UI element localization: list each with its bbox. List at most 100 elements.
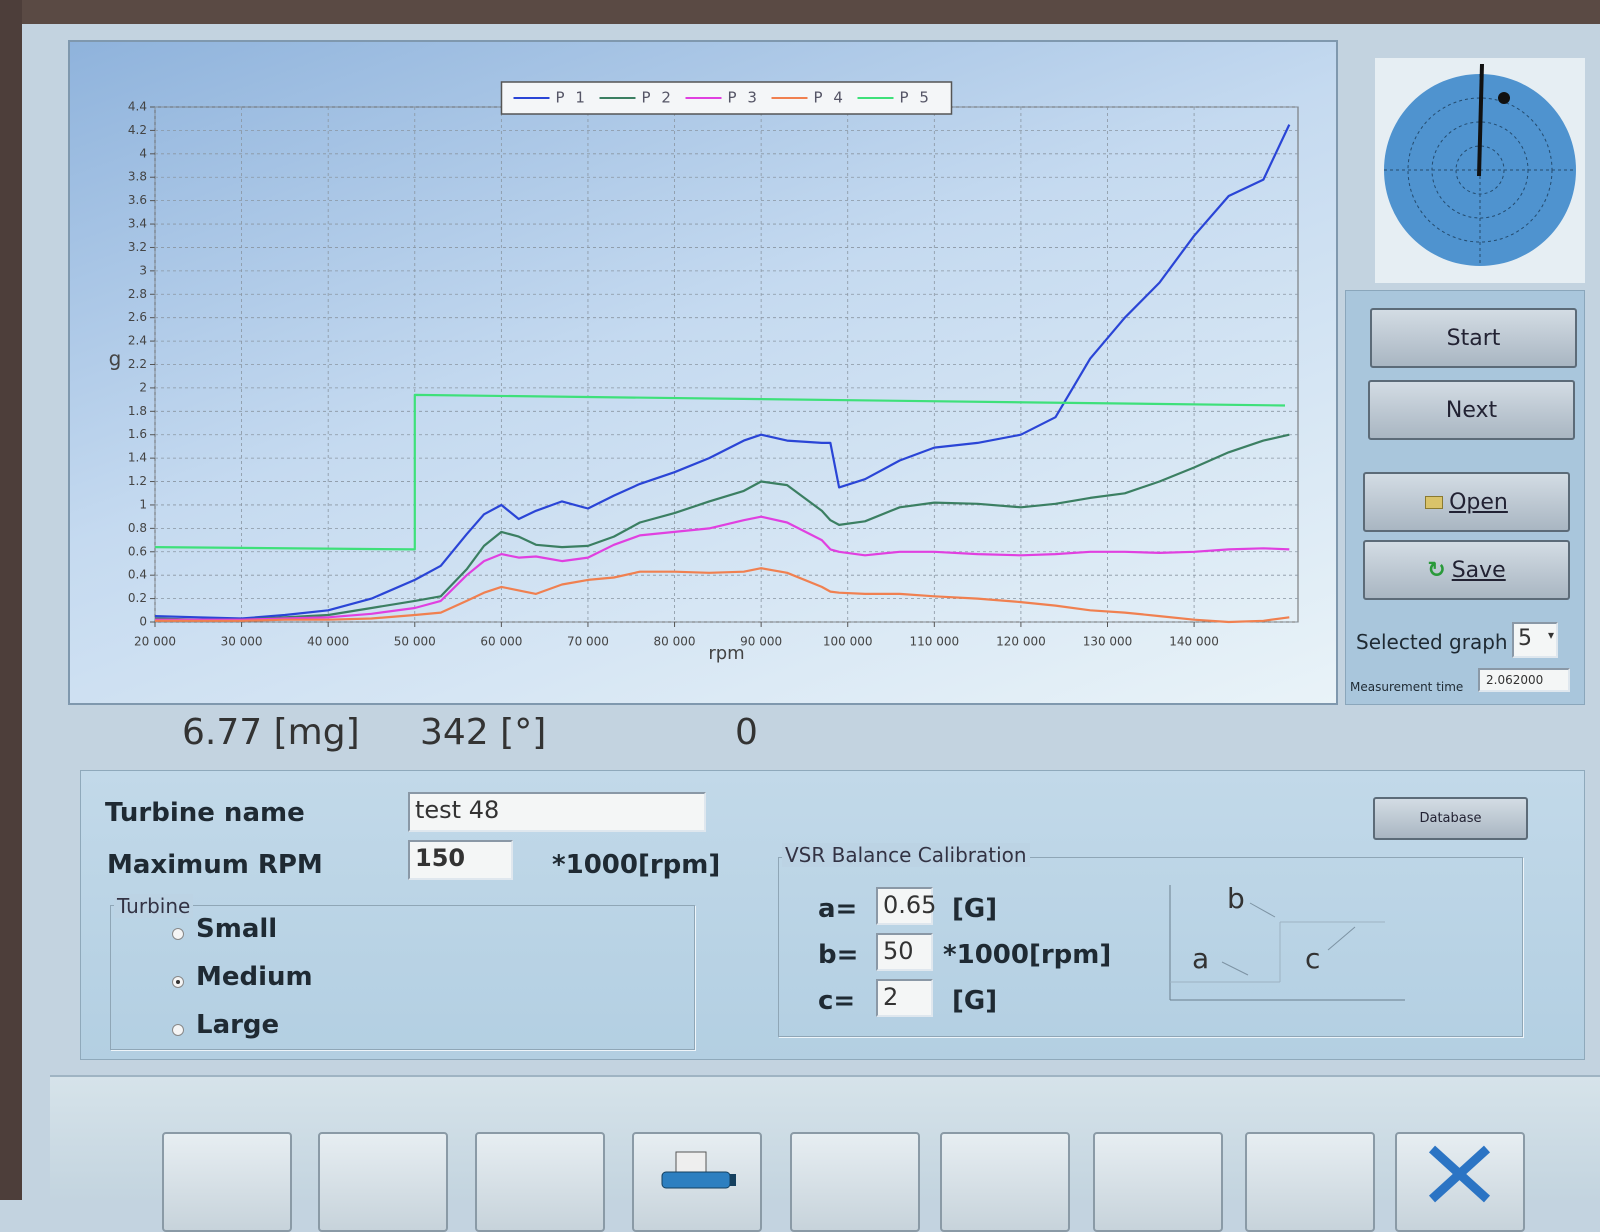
close-icon: [1428, 1145, 1491, 1203]
calibration-diagram: b a c: [1169, 882, 1405, 1001]
open-button[interactable]: Open: [1363, 472, 1570, 532]
y-tick-label: 2.6: [128, 310, 147, 324]
folder-icon: [1425, 495, 1444, 509]
y-tick-label: 1.2: [128, 474, 147, 488]
toolbar-button[interactable]: [475, 1132, 605, 1232]
radio-button[interactable]: [172, 928, 184, 940]
calibration-unit: *1000[rpm]: [943, 940, 1112, 970]
bezel: [0, 0, 22, 1200]
printer-icon: [661, 1151, 736, 1189]
y-tick-label: 1: [139, 497, 147, 511]
series-line: [154, 124, 1291, 620]
y-tick-label: 0.4: [128, 568, 147, 582]
calibration-field[interactable]: 50: [876, 933, 933, 971]
radar: [1384, 63, 1576, 266]
save-icon: ↻: [1427, 557, 1446, 583]
y-tick-label: 1.8: [128, 404, 147, 418]
y-tick-label: 3.8: [128, 170, 147, 184]
y-tick-label: 3.6: [128, 193, 147, 207]
angle-readout: 342 [°]: [420, 712, 547, 753]
legend-label: P 3: [728, 89, 760, 107]
series-line: [155, 567, 1290, 624]
toolbar-button[interactable]: [1245, 1132, 1375, 1232]
calibration-unit: [G]: [952, 986, 998, 1016]
turbine-group-label: Turbine: [114, 894, 194, 918]
selected-graph-value: 5: [1518, 626, 1532, 651]
toolbar-button[interactable]: [940, 1132, 1070, 1232]
diagram-arrow: [1221, 961, 1249, 976]
calibration-label: a=: [818, 894, 858, 924]
x-axis-label: rpm: [708, 643, 744, 664]
x-tick-label: 50 000: [394, 635, 436, 649]
database-button[interactable]: Database: [1373, 797, 1528, 840]
y-tick-label: 0.6: [128, 544, 147, 558]
bezel: [0, 0, 1600, 24]
save-label: Save: [1451, 557, 1506, 583]
toolbar-button[interactable]: [790, 1132, 920, 1232]
turbine-group: [110, 905, 695, 1050]
calibration-unit: [G]: [952, 894, 998, 924]
y-tick-label: 4.2: [128, 123, 147, 137]
max-rpm-field[interactable]: 150: [408, 840, 513, 880]
y-tick-label: 4: [139, 146, 147, 160]
toolbar-button[interactable]: [1093, 1132, 1223, 1232]
y-tick-label: 3.4: [128, 217, 147, 231]
y-tick-label: 3: [139, 263, 147, 277]
y-tick-label: 2.4: [128, 334, 147, 348]
radio-button[interactable]: [172, 976, 184, 988]
legend-label: P 2: [642, 89, 674, 107]
open-label: Open: [1449, 489, 1508, 515]
y-tick-label: 2: [139, 380, 147, 394]
calibration-field[interactable]: 2: [876, 979, 933, 1017]
x-tick-label: 110 000: [910, 635, 960, 649]
radio-label: Medium: [196, 962, 313, 992]
calibration-label: b=: [818, 940, 859, 970]
y-tick-label: 2.2: [128, 357, 147, 371]
radar-dot: [1498, 92, 1510, 104]
radio-button[interactable]: [172, 1024, 184, 1036]
form-panel: [80, 770, 1585, 1060]
toolbar-button[interactable]: [318, 1132, 448, 1232]
next-button[interactable]: Next: [1368, 380, 1575, 440]
status-readout: 0: [735, 712, 758, 753]
y-tick-label: 0.8: [128, 521, 147, 535]
turbine-name-field[interactable]: test 48: [408, 792, 706, 832]
calibration-label: c=: [818, 986, 856, 1016]
legend-label: P 1: [556, 89, 588, 107]
x-tick-label: 80 000: [654, 635, 696, 649]
start-button[interactable]: Start: [1370, 308, 1577, 368]
measurement-time-field[interactable]: 2.062000: [1478, 668, 1570, 692]
radar-needle: [1477, 63, 1484, 177]
selected-graph-label: Selected graph: [1356, 630, 1508, 654]
y-tick-label: 0: [139, 615, 147, 629]
calibration-field[interactable]: 0.65: [876, 887, 936, 925]
x-tick-label: 60 000: [480, 635, 522, 649]
y-tick-label: 0.2: [128, 591, 147, 605]
x-tick-label: 40 000: [307, 635, 349, 649]
radar-panel: [1375, 58, 1585, 283]
save-button[interactable]: ↻ Save: [1363, 540, 1570, 600]
x-tick-label: 120 000: [996, 635, 1046, 649]
x-tick-label: 30 000: [221, 635, 263, 649]
measurement-time-label: Measurement time: [1350, 680, 1464, 694]
print-button[interactable]: [632, 1132, 762, 1232]
x-tick-label: 100 000: [823, 635, 873, 649]
chart: 0 0.2 0.4 0.6 0.8 1 1.2 1.4 1.6 1.8 2 2.2 2.4 2.6 2.8 3…: [109, 81, 1299, 664]
max-rpm-unit: *1000[rpm]: [552, 850, 721, 880]
calibration-title: VSR Balance Calibration: [782, 843, 1030, 867]
diagram-arrow: [1249, 902, 1276, 918]
close-button[interactable]: [1395, 1132, 1525, 1232]
y-tick-label: 2.8: [128, 287, 147, 301]
x-tick-label: 130 000: [1083, 635, 1133, 649]
diagram-label: c: [1305, 942, 1320, 975]
toolbar-button[interactable]: [162, 1132, 292, 1232]
selected-graph-select[interactable]: 5 ▾: [1512, 622, 1558, 658]
y-axis-label: g: [109, 347, 122, 371]
x-tick-label: 20 000: [134, 635, 176, 649]
y-tick-label: 3.2: [128, 240, 147, 254]
legend-label: P 5: [900, 89, 932, 107]
x-tick-label: 140 000: [1169, 635, 1219, 649]
dropdown-arrow: ▾: [1547, 628, 1554, 642]
legend-label: P 4: [814, 89, 846, 107]
